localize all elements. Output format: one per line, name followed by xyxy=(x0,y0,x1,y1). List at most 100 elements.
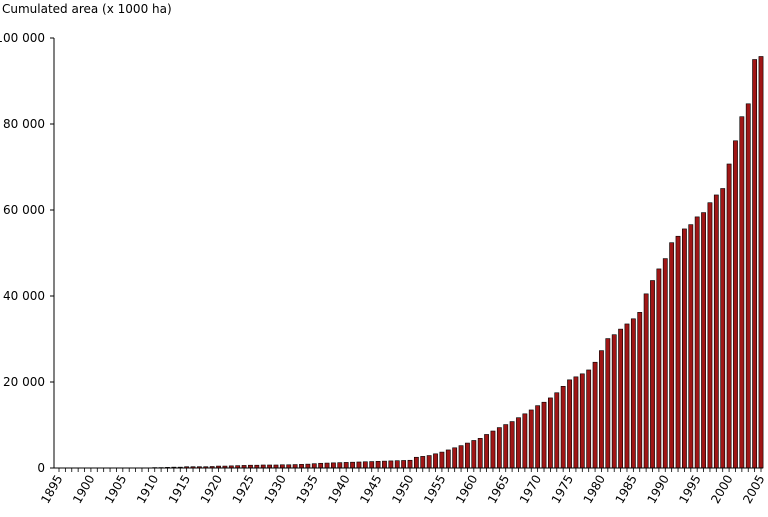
x-tick-label: 1920 xyxy=(198,473,225,506)
bar-1990 xyxy=(662,258,668,469)
bar-1981 xyxy=(605,338,611,469)
bar-1932 xyxy=(292,464,298,469)
bar-1940 xyxy=(343,462,349,469)
y-axis-title: Cumulated area (x 1000 ha) xyxy=(2,2,172,16)
bar-1962 xyxy=(484,434,489,469)
bar-1957 xyxy=(452,447,458,469)
axes-group xyxy=(53,38,763,469)
x-tick-label: 1910 xyxy=(134,473,161,506)
bar-1975 xyxy=(567,379,572,469)
bar-1979 xyxy=(592,361,598,469)
bars-group xyxy=(152,56,764,469)
bar-1996 xyxy=(701,212,706,469)
bar-1941 xyxy=(350,461,355,469)
bar-1939 xyxy=(337,462,343,469)
x-tick-label: 1985 xyxy=(613,473,640,506)
bar-1959 xyxy=(465,442,470,469)
bar-1937 xyxy=(324,462,330,469)
x-tick-label: 1905 xyxy=(102,473,129,506)
bar-1998 xyxy=(713,194,719,469)
x-tick-label: 1945 xyxy=(357,473,384,506)
bar-1946 xyxy=(382,460,387,469)
bar-1980 xyxy=(599,350,604,469)
x-tick-label: 1935 xyxy=(293,473,320,506)
bar-1947 xyxy=(388,460,394,469)
y-tick-label: 60 000 xyxy=(3,203,45,217)
bar-1968 xyxy=(522,413,528,469)
bar-1948 xyxy=(394,460,400,469)
y-tick-label: 0 xyxy=(37,461,45,475)
x-tick-label: 1925 xyxy=(230,473,257,506)
bar-1997 xyxy=(707,202,713,469)
bar-1974 xyxy=(560,385,566,469)
bar-1986 xyxy=(637,312,643,469)
bar-1972 xyxy=(547,397,553,469)
x-tick-label: 1980 xyxy=(581,473,608,506)
x-tick-label: 1940 xyxy=(325,473,352,506)
y-tick-label: 80 000 xyxy=(3,117,45,131)
x-tick-label: 1930 xyxy=(262,473,289,506)
bar-1949 xyxy=(401,460,407,469)
x-tick-label: 1955 xyxy=(421,473,448,506)
y-tick-label: 100 000 xyxy=(0,31,45,45)
x-tick-label: 1895 xyxy=(38,473,65,506)
bar-1967 xyxy=(516,417,521,469)
bar-1999 xyxy=(720,188,726,469)
bar-1951 xyxy=(413,456,419,469)
bar-2000 xyxy=(726,163,732,469)
bar-1934 xyxy=(305,463,311,469)
bar-1936 xyxy=(318,462,324,469)
bar-1960 xyxy=(471,440,477,469)
x-ticks-group: 1895 1900 1905 1910 1915 1920 1925 1930 1935 1940… xyxy=(38,468,768,506)
bar-2001 xyxy=(733,140,738,469)
bar-1977 xyxy=(579,373,585,469)
bar-1982 xyxy=(611,334,617,469)
x-tick-label: 2000 xyxy=(708,473,735,506)
bar-1938 xyxy=(331,462,336,469)
bar-1956 xyxy=(445,449,451,469)
bar-1952 xyxy=(420,456,426,469)
bar-2002 xyxy=(739,116,745,469)
bar-1984 xyxy=(624,323,630,469)
x-tick-label: 1975 xyxy=(549,473,576,506)
bar-1995 xyxy=(694,216,700,469)
x-tick-label: 1990 xyxy=(644,473,671,506)
bar-1973 xyxy=(554,392,560,469)
bar-2003 xyxy=(745,103,751,469)
bar-1954 xyxy=(433,453,438,469)
bar-2004 xyxy=(752,59,758,469)
bar-1964 xyxy=(496,427,502,469)
bar-1961 xyxy=(477,438,483,469)
bar-1963 xyxy=(490,430,496,469)
bar-1966 xyxy=(509,421,515,469)
bar-1992 xyxy=(675,235,681,469)
bar-1971 xyxy=(541,401,547,469)
bar-1987 xyxy=(643,293,649,469)
y-tick-label: 20 000 xyxy=(3,375,45,389)
x-tick-label: 1900 xyxy=(70,473,97,506)
bar-1969 xyxy=(528,409,534,469)
y-ticks-group: 0 20 000 40 000 60 000 80 000 100 000 xyxy=(0,31,54,475)
y-tick-label: 40 000 xyxy=(3,289,45,303)
bar-1983 xyxy=(618,328,623,469)
bar-1942 xyxy=(356,461,362,469)
x-tick-label: 1950 xyxy=(389,473,416,506)
bar-1970 xyxy=(535,405,541,469)
bar-1955 xyxy=(439,451,445,469)
bar-1994 xyxy=(688,224,694,469)
x-tick-label: 1965 xyxy=(485,473,512,506)
bar-1976 xyxy=(573,376,579,469)
x-tick-label: 1970 xyxy=(517,473,544,506)
bar-1985 xyxy=(630,318,636,469)
bar-1978 xyxy=(586,369,592,469)
bar-1943 xyxy=(362,461,368,469)
x-tick-label: 1960 xyxy=(453,473,480,506)
bar-1950 xyxy=(407,459,413,469)
bar-1965 xyxy=(503,424,509,469)
bar-1989 xyxy=(656,268,662,469)
x-tick-label: 2005 xyxy=(740,473,767,506)
bar-1991 xyxy=(669,242,675,469)
bar-1944 xyxy=(369,461,375,469)
x-tick-label: 1915 xyxy=(166,473,193,506)
